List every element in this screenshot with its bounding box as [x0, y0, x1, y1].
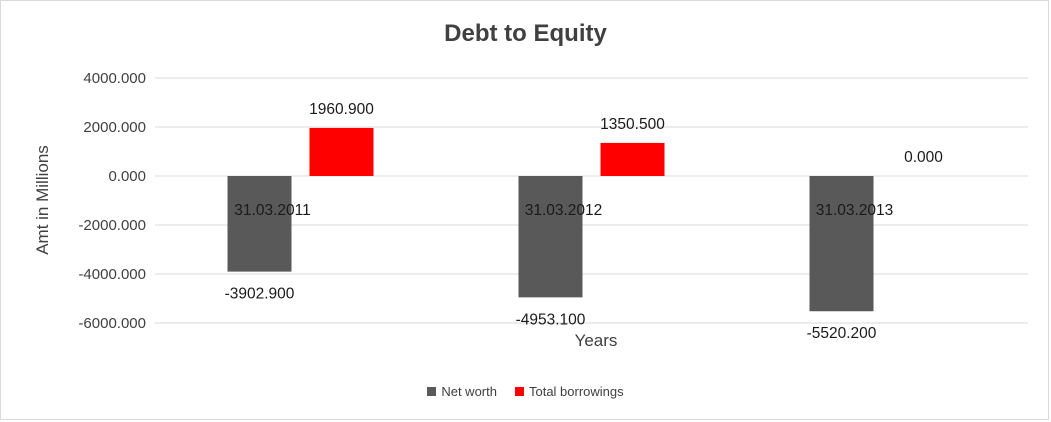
legend-label-total-borrowings: Total borrowings: [528, 384, 624, 399]
category-label: 31.03.2013: [816, 202, 894, 219]
data-labels: -3902.900 1960.900 -4953.100 1350.500 -5520.…: [225, 101, 944, 342]
data-label: 0.000: [904, 149, 943, 166]
legend-swatch-total-borrowings: [514, 387, 524, 396]
bar-total-borrowings: [600, 142, 665, 176]
data-label: 1960.900: [309, 101, 374, 118]
chart-title: Debt to Equity: [444, 20, 607, 47]
y-axis-ticks: 4000.000 2000.000 0.000 -2000.000 -4000.000 -…: [78, 70, 146, 332]
y-tick-label: 2000.000: [83, 119, 146, 136]
y-tick-label: -6000.000: [78, 315, 146, 332]
bar-net-worth: [518, 176, 583, 298]
y-tick-label: -2000.000: [78, 217, 146, 234]
legend-item-net-worth: Net worth: [427, 384, 497, 399]
data-label: -3902.900: [225, 286, 295, 303]
bars: [227, 127, 874, 312]
category-label: 31.03.2011: [234, 202, 310, 219]
data-label: 1350.500: [600, 116, 665, 133]
x-axis-label: Years: [575, 331, 618, 350]
y-tick-label: -4000.000: [78, 266, 146, 283]
gridlines: [155, 77, 1028, 324]
legend: Net worth Total borrowings: [0, 384, 1051, 399]
y-tick-label: 0.000: [108, 168, 146, 185]
data-label: -5520.200: [807, 325, 877, 342]
bar-total-borrowings: [309, 127, 374, 176]
bar-net-worth: [809, 176, 874, 312]
legend-label-net-worth: Net worth: [441, 384, 497, 399]
category-labels: 31.03.2011 31.03.2012 31.03.2013: [234, 202, 893, 219]
y-axis-label: Amt in Millions: [33, 145, 52, 255]
y-tick-label: 4000.000: [83, 70, 146, 87]
data-label: -4953.100: [516, 311, 586, 328]
bar-net-worth: [227, 176, 292, 272]
legend-item-total-borrowings: Total borrowings: [514, 384, 624, 399]
category-label: 31.03.2012: [525, 202, 603, 219]
legend-swatch-net-worth: [427, 387, 437, 396]
